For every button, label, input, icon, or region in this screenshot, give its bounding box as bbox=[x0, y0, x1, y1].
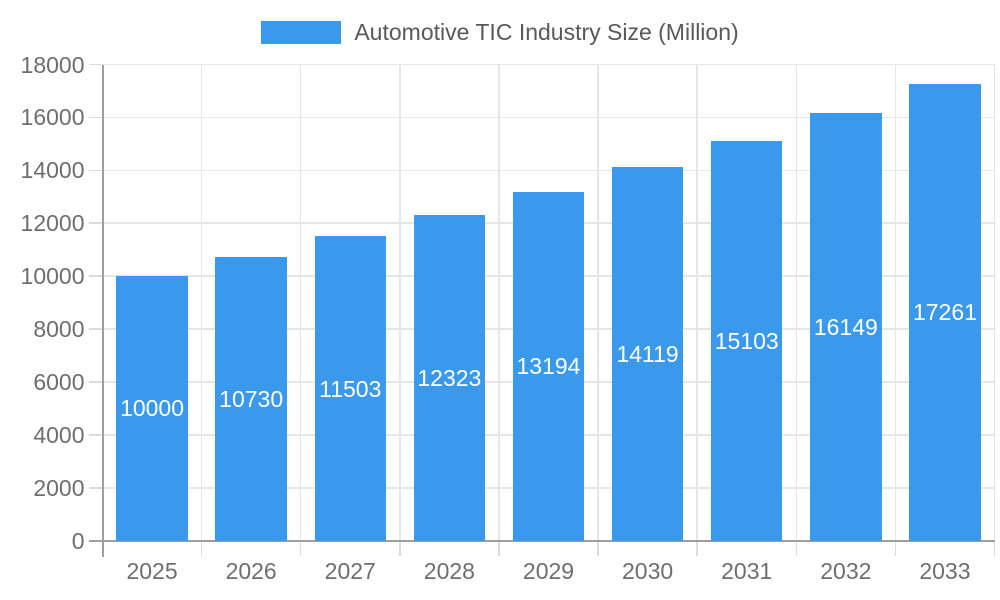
y-axis-label: 14000 bbox=[20, 157, 85, 184]
x-axis-label: 2029 bbox=[522, 557, 575, 584]
bar-value-label: 13194 bbox=[516, 353, 581, 380]
x-axis-label: 2030 bbox=[622, 557, 674, 584]
v-gridline bbox=[993, 64, 996, 541]
x-axis-label: 2027 bbox=[324, 557, 376, 584]
y-axis-label: 16000 bbox=[20, 104, 85, 131]
x-tick bbox=[399, 540, 401, 556]
v-gridline bbox=[399, 64, 401, 541]
bar-value-label: 10730 bbox=[219, 385, 284, 412]
v-gridline bbox=[894, 64, 897, 541]
x-axis-label: 2032 bbox=[820, 557, 872, 584]
bar bbox=[215, 256, 287, 541]
x-axis-label: 2033 bbox=[919, 557, 971, 584]
v-gridline bbox=[597, 64, 599, 541]
bar-value-label: 14119 bbox=[616, 340, 679, 367]
y-tick bbox=[88, 328, 103, 330]
y-axis-label: 10000 bbox=[20, 263, 85, 290]
y-axis-label: 6000 bbox=[33, 368, 85, 395]
y-tick bbox=[88, 116, 103, 119]
legend-swatch bbox=[261, 20, 342, 44]
y-tick bbox=[88, 63, 103, 66]
y-axis-line bbox=[101, 64, 104, 557]
y-tick bbox=[88, 381, 103, 383]
h-gridline bbox=[102, 63, 995, 66]
bar bbox=[512, 191, 585, 541]
y-tick bbox=[88, 222, 103, 224]
bar bbox=[314, 236, 387, 541]
y-tick bbox=[88, 169, 103, 172]
v-gridline bbox=[200, 64, 203, 541]
v-gridline bbox=[299, 64, 302, 541]
y-tick bbox=[88, 434, 103, 436]
v-gridline bbox=[696, 64, 698, 541]
y-axis-label: 8000 bbox=[33, 316, 85, 343]
v-gridline bbox=[795, 64, 798, 541]
x-tick bbox=[894, 540, 897, 556]
bar bbox=[909, 84, 981, 541]
h-gridline bbox=[102, 116, 995, 119]
bar bbox=[710, 141, 783, 541]
bar bbox=[116, 276, 188, 541]
bar-value-label: 17261 bbox=[912, 299, 977, 326]
h-gridline bbox=[102, 169, 995, 172]
x-tick bbox=[696, 540, 698, 556]
x-axis-label: 2025 bbox=[126, 557, 178, 584]
x-axis-label: 2028 bbox=[423, 557, 475, 584]
x-tick bbox=[795, 540, 798, 556]
y-axis-label: 2000 bbox=[33, 474, 85, 501]
bar-value-label: 10000 bbox=[120, 395, 185, 422]
bar bbox=[413, 214, 486, 541]
x-tick bbox=[993, 540, 996, 556]
y-axis-label: 18000 bbox=[20, 51, 85, 78]
y-tick bbox=[88, 487, 103, 489]
bar-value-label: 11503 bbox=[319, 375, 382, 402]
bar-value-label: 16149 bbox=[813, 314, 878, 341]
y-axis-label: 4000 bbox=[33, 421, 85, 448]
legend-label: Automotive TIC Industry Size (Million) bbox=[354, 18, 739, 45]
y-axis-label: 0 bbox=[71, 527, 85, 554]
x-axis-line bbox=[88, 539, 995, 542]
x-axis-label: 2026 bbox=[225, 557, 277, 584]
y-axis-label: 12000 bbox=[20, 210, 85, 237]
x-tick bbox=[498, 540, 500, 556]
bar bbox=[611, 167, 684, 541]
bar-value-label: 15103 bbox=[714, 327, 779, 354]
bar-value-label: 12323 bbox=[417, 364, 482, 391]
chart-legend: Automotive TIC Industry Size (Million) bbox=[0, 17, 1000, 47]
v-gridline bbox=[498, 64, 500, 541]
x-axis-label: 2031 bbox=[721, 557, 773, 584]
bar bbox=[810, 113, 882, 541]
x-tick bbox=[299, 540, 302, 556]
x-tick bbox=[200, 540, 203, 556]
x-tick bbox=[597, 540, 599, 556]
y-tick bbox=[88, 275, 103, 277]
